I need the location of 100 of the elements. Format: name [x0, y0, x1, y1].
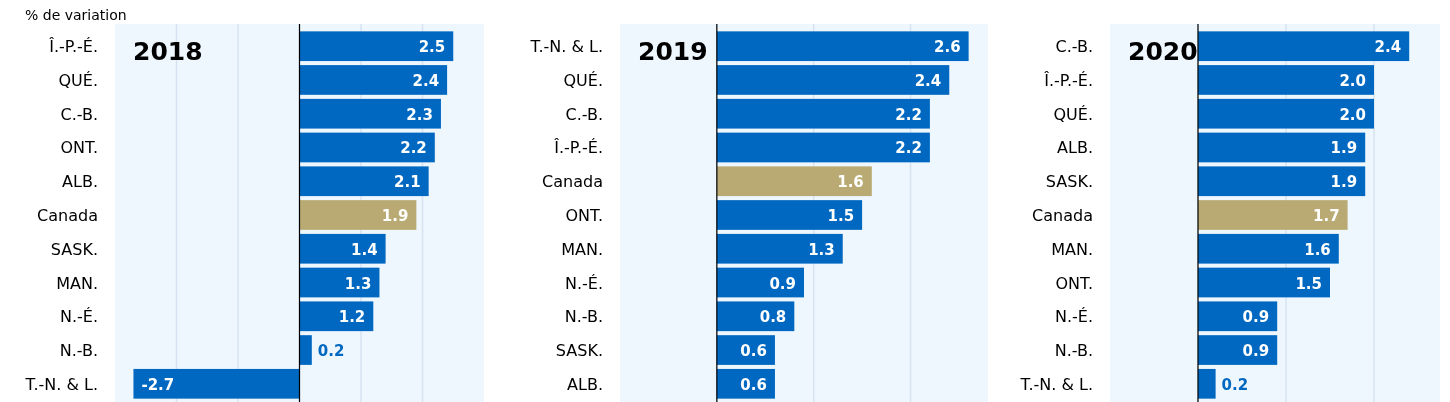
data-label: 2.2 [895, 139, 922, 158]
y-tick-label: ONT. [60, 138, 98, 158]
bar [716, 335, 775, 365]
bar [716, 65, 950, 95]
y-tick-label: ALB. [62, 172, 98, 192]
bar [1198, 335, 1278, 365]
bar [716, 166, 872, 197]
y-tick-label: N.-B. [1054, 341, 1093, 361]
bar [299, 301, 374, 332]
data-label: -2.7 [141, 375, 175, 394]
bar [716, 31, 969, 62]
y-tick-label: N.-É. [564, 273, 603, 293]
data-label: 1.5 [827, 207, 855, 225]
data-label: 1.2 [338, 308, 366, 327]
bar [1198, 301, 1278, 332]
data-label: 1.5 [1295, 274, 1322, 293]
data-label: 0.6 [740, 342, 767, 361]
data-label: 1.3 [344, 274, 372, 293]
y-tick-label: Canada [37, 206, 98, 225]
data-label: 0.8 [759, 308, 787, 327]
text: 2020 [1128, 37, 1198, 66]
bar [1198, 65, 1374, 95]
bar [1198, 132, 1366, 163]
bar [299, 132, 435, 163]
data-label: 0.9 [1242, 342, 1270, 361]
y-tick-label: Î.-P.-É. [1043, 70, 1093, 90]
data-label: 2.2 [895, 105, 922, 124]
data-label: 1.6 [837, 173, 864, 192]
bar [299, 31, 454, 62]
data-label: 1.7 [1313, 207, 1340, 225]
data-label: 1.3 [808, 240, 835, 259]
y-tick-label: N.-É. [59, 307, 98, 327]
data-label: 0.2 [1221, 375, 1249, 394]
y-tick-label: MAN. [56, 273, 98, 293]
bar [1198, 166, 1366, 197]
bar [299, 335, 312, 365]
y-tick-label: Î.-P.-É. [553, 138, 603, 158]
data-label: 2.6 [934, 38, 961, 57]
data-label: 0.2 [317, 342, 345, 361]
data-label: 0.6 [740, 375, 767, 394]
y-tick-label: C.-B. [565, 104, 603, 124]
bar [133, 368, 300, 399]
bar [299, 65, 448, 95]
y-tick-label: C.-B. [1055, 37, 1093, 57]
y-tick-label: Î.-P.-É. [48, 37, 98, 57]
bar [716, 368, 775, 399]
y-tick-label: QUÉ. [1053, 104, 1093, 124]
data-label: 0.9 [769, 274, 796, 293]
y-tick-label: Canada [542, 172, 603, 192]
bar [299, 200, 417, 230]
bar [1198, 233, 1339, 264]
y-tick-label: QUÉ. [58, 70, 98, 90]
data-label: 1.9 [1330, 139, 1358, 158]
y-tick-label: N.-B. [564, 307, 603, 327]
y-tick-label: T.-N. & L. [24, 374, 98, 394]
y-tick-label: SASK. [555, 341, 603, 361]
bar [299, 166, 429, 197]
bar [299, 267, 380, 298]
data-label: 2.0 [1339, 71, 1366, 90]
data-label: 2.0 [1339, 105, 1366, 124]
bar [299, 233, 386, 264]
y-tick-label: T.-N. & L. [529, 37, 603, 57]
bar [716, 301, 795, 332]
y-tick-label: ONT. [565, 206, 603, 225]
text: 2019 [638, 37, 708, 66]
y-tick-label: SASK. [50, 239, 98, 259]
bar [1198, 31, 1410, 62]
y-tick-label: T.-N. & L. [1019, 374, 1093, 394]
data-label: 2.1 [394, 173, 421, 192]
data-label: 0.9 [1242, 308, 1270, 327]
y-tick-label: MAN. [1051, 239, 1093, 259]
y-tick-label: ALB. [1057, 138, 1093, 158]
data-label: 2.4 [412, 71, 440, 90]
y-tick-label: C.-B. [60, 104, 98, 124]
y-tick-label: MAN. [561, 239, 603, 259]
bar [1198, 200, 1348, 230]
y-tick-label: SASK. [1045, 172, 1093, 192]
y-tick-label: N.-É. [1054, 307, 1093, 327]
text: % de variation [25, 7, 127, 23]
bar [299, 98, 441, 129]
bar [1198, 267, 1330, 298]
bar [716, 267, 804, 298]
y-tick-label: ALB. [567, 374, 603, 394]
bar [1198, 98, 1374, 129]
data-label: 2.5 [418, 38, 446, 57]
data-label: 2.4 [1374, 38, 1402, 57]
bar [716, 233, 843, 264]
y-tick-label: N.-B. [59, 341, 98, 361]
text: 2018 [133, 37, 203, 66]
y-tick-label: ONT. [1055, 273, 1093, 293]
bar [716, 200, 863, 230]
data-label: 1.6 [1304, 240, 1331, 259]
data-label: 1.4 [351, 240, 378, 259]
data-label: 1.9 [1330, 173, 1358, 192]
data-label: 2.4 [914, 71, 942, 90]
bar [716, 98, 930, 129]
data-label: 2.2 [400, 139, 427, 158]
data-label: 1.9 [381, 207, 409, 225]
bar [716, 132, 930, 163]
y-tick-label: QUÉ. [563, 70, 603, 90]
